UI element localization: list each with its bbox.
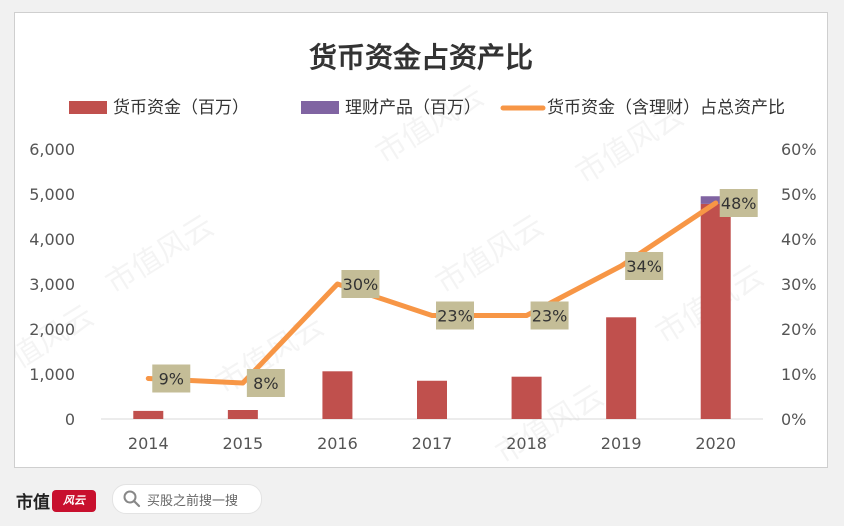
y-right-tick-label: 20%: [781, 320, 817, 339]
data-label: 23%: [437, 307, 473, 326]
search-placeholder: 买股之前搜一搜: [147, 493, 239, 509]
bar-wealth-product: [700, 196, 731, 204]
data-label: 30%: [343, 275, 379, 294]
ratio-line: [145, 200, 719, 386]
legend-label: 理财产品（百万）: [345, 98, 481, 118]
data-label: 9%: [159, 370, 184, 389]
legend-label: 货币资金（百万）: [113, 98, 249, 118]
x-tick-label: 2018: [506, 434, 547, 453]
y-left-tick-label: 6,000: [29, 140, 75, 159]
bar-cash: [227, 410, 258, 419]
search-box[interactable]: 买股之前搜一搜: [112, 484, 262, 514]
watermark-text: 市值风云: [370, 78, 490, 171]
y-left-tick-label: 4,000: [29, 230, 75, 249]
watermark-text: 市值风云: [490, 378, 610, 467]
y-right-tick-label: 30%: [781, 275, 817, 294]
legend-label: 货币资金（含理财）占总资产比: [547, 98, 785, 118]
x-tick-label: 2017: [412, 434, 453, 453]
footer: 市值 风云 买股之前搜一搜: [0, 470, 844, 526]
y-left-tick-label: 0: [65, 410, 75, 429]
x-tick-label: 2015: [222, 434, 263, 453]
axes: 0 1,000 2,000 3,000 4,000 5,000 6,000 0% 10% 20% 3…: [29, 140, 816, 453]
data-label: 34%: [626, 257, 662, 276]
brand-badge: 风云: [52, 489, 96, 512]
y-left-tick-label: 1,000: [29, 365, 75, 384]
bar-cash: [700, 203, 731, 419]
data-label-box: [246, 369, 285, 397]
ratio-series-line: [145, 200, 719, 386]
y-right-tick-label: 50%: [781, 185, 817, 204]
legend-swatch: [301, 101, 339, 114]
bar-cash: [606, 317, 637, 419]
y-left-tick-label: 3,000: [29, 275, 75, 294]
y-right-tick-label: 10%: [781, 365, 817, 384]
y-left-tick-label: 2,000: [29, 320, 75, 339]
y-right-tick-label: 40%: [781, 230, 817, 249]
legend-swatch: [69, 101, 107, 114]
x-tick-label: 2014: [128, 434, 169, 453]
data-label-box: [341, 270, 380, 298]
data-label: 23%: [532, 307, 568, 326]
data-labels: 9% 8% 30% 23% 23% 34% 48%: [152, 189, 758, 397]
watermark-text: 市值风云: [100, 208, 220, 301]
y-right-tick-label: 60%: [781, 140, 817, 159]
chart-title: 货币资金占资产比: [309, 41, 533, 74]
watermark-text: 市值风云: [430, 208, 550, 301]
data-label-box: [152, 364, 191, 393]
bar-cash: [133, 410, 164, 419]
bar-cash: [511, 376, 542, 419]
x-tick-label: 2020: [695, 434, 736, 453]
chart-card: 市值风云市值风云市值风云市值风云市值风云市值风云市值风云市值风云 货币资金占资产…: [0, 12, 828, 472]
legend: 货币资金（百万） 理财产品（百万） 货币资金（含理财）占总资产比: [69, 98, 785, 118]
data-label-box: [436, 301, 474, 330]
bar-cash: [417, 380, 447, 419]
data-label-box: [530, 301, 569, 330]
brand-text: 市值: [16, 493, 50, 513]
y-right-tick-label: 0%: [781, 410, 806, 429]
data-label-box: [719, 189, 758, 217]
y-left-tick-label: 5,000: [29, 185, 75, 204]
x-tick-label: 2016: [317, 434, 358, 453]
search-icon: [123, 490, 141, 508]
brand-logo: 市值 风云: [16, 488, 96, 513]
data-label: 8%: [253, 374, 278, 393]
data-label-box: [625, 252, 664, 280]
bar-cash: [322, 371, 353, 419]
bars: [133, 196, 731, 419]
chart: 市值风云市值风云市值风云市值风云市值风云市值风云市值风云市值风云 货币资金占资产…: [0, 41, 817, 472]
data-label: 48%: [721, 194, 757, 213]
x-tick-label: 2019: [601, 434, 642, 453]
